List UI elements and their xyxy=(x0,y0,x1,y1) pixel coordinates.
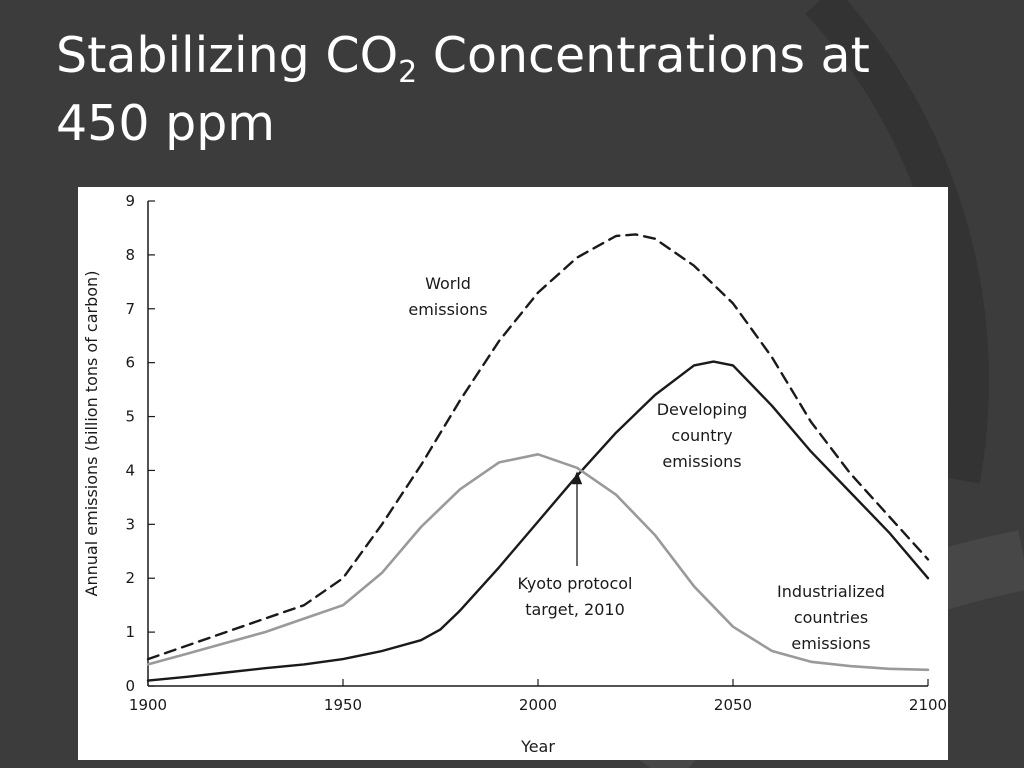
annotation-industrialized: Industrialized xyxy=(777,582,885,601)
y-axis-label: Annual emissions (billion tons of carbon… xyxy=(82,271,101,597)
slide-title-main: Stabilizing CO xyxy=(56,27,399,84)
slide-title-rest: Concentrations at 450 ppm xyxy=(56,27,870,152)
annotation-developing: emissions xyxy=(662,452,741,471)
emissions-chart: 0 1 2 3 4 5 6 7 8 9 1900 1950 2000 2050 2100 Year Annual… xyxy=(82,192,947,756)
annotation-world: World xyxy=(425,274,471,293)
annotation-industrialized: emissions xyxy=(791,634,870,653)
annotations: World emissions Developing country emissions… xyxy=(408,274,885,653)
annotation-developing: country xyxy=(671,426,732,445)
series-line-world xyxy=(146,233,930,661)
annotation-kyoto: Kyoto protocol xyxy=(518,574,633,593)
y-tick-label: 7 xyxy=(125,300,135,318)
x-tick-label: 1900 xyxy=(129,696,167,714)
slide-title-subscript: 2 xyxy=(398,55,418,90)
chart-panel: 0 1 2 3 4 5 6 7 8 9 1900 1950 2000 2050 2100 Year Annual… xyxy=(78,187,948,760)
x-axis-label: Year xyxy=(520,737,555,756)
slide-title: Stabilizing CO2 Concentrations at 450 pp… xyxy=(56,22,956,158)
annotation-kyoto: target, 2010 xyxy=(525,600,625,619)
annotation-industrialized: countries xyxy=(794,608,868,627)
axes: 0 1 2 3 4 5 6 7 8 9 1900 1950 2000 2050 2100 Year Annual… xyxy=(82,192,947,756)
x-tick-label: 2050 xyxy=(714,696,752,714)
annotation-developing: Developing xyxy=(657,400,748,419)
y-tick-label: 6 xyxy=(125,354,135,372)
x-tick-label: 2000 xyxy=(519,696,557,714)
y-tick-label: 1 xyxy=(125,623,135,641)
series-line-developing xyxy=(146,360,930,682)
series-group xyxy=(146,233,930,682)
y-tick-label: 2 xyxy=(125,569,135,587)
y-tick-label: 5 xyxy=(125,408,135,426)
x-tick-label: 1950 xyxy=(324,696,362,714)
x-tick-label: 2100 xyxy=(909,696,947,714)
y-tick-label: 8 xyxy=(125,246,135,264)
y-tick-label: 4 xyxy=(125,461,135,479)
y-tick-label: 3 xyxy=(125,515,135,533)
y-tick-label: 9 xyxy=(125,192,135,210)
series-line-industrialized xyxy=(146,453,930,672)
annotation-world: emissions xyxy=(408,300,487,319)
y-tick-label: 0 xyxy=(125,677,135,695)
